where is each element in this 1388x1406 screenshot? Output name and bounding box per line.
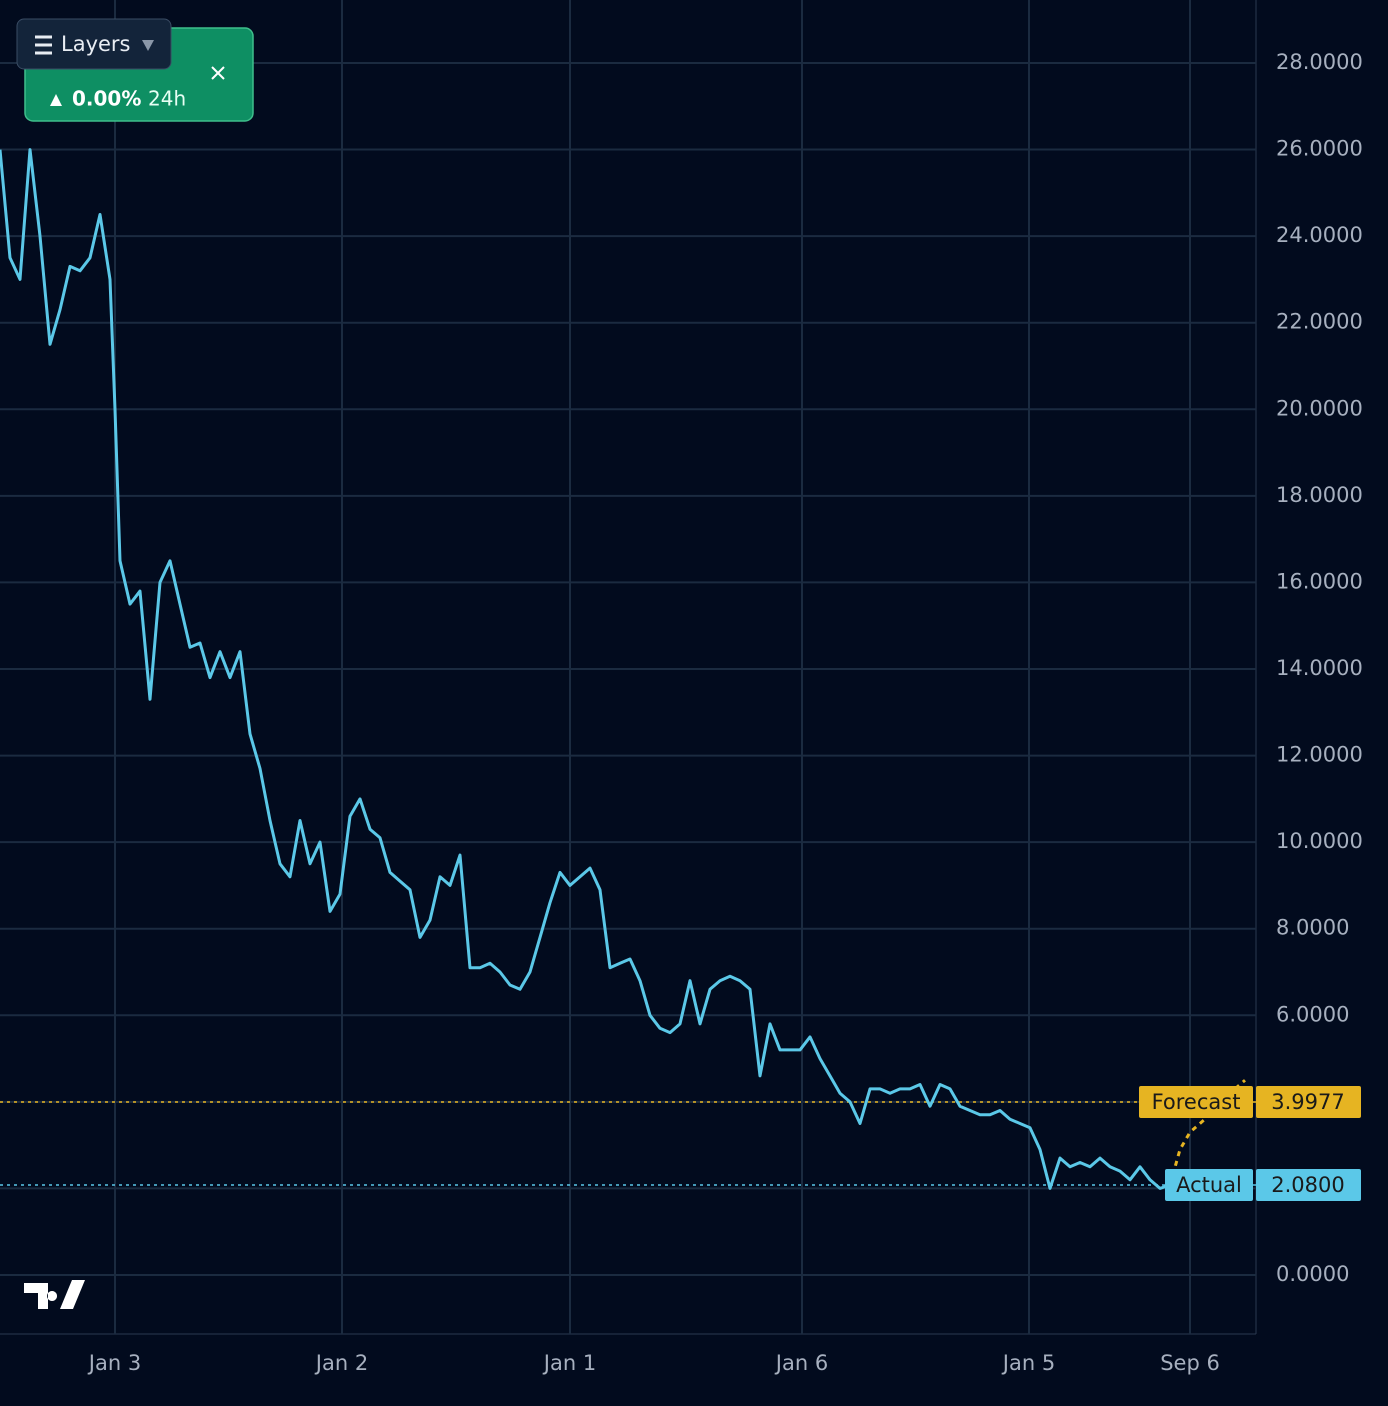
badge-period: 24h bbox=[148, 87, 186, 111]
badge-arrow bbox=[50, 94, 62, 106]
x-tick-label: Jan 3 bbox=[87, 1351, 141, 1375]
x-tick-label: Jan 5 bbox=[1001, 1351, 1055, 1375]
logo bbox=[24, 1280, 85, 1309]
y-tick-label: 22.0000 bbox=[1276, 310, 1363, 334]
price-name: Forecast bbox=[1152, 1090, 1241, 1114]
layers-box bbox=[16, 18, 172, 70]
layers-label: Layers bbox=[61, 32, 131, 56]
y-tick-label: 0.0000 bbox=[1276, 1262, 1349, 1286]
price-name-box bbox=[1139, 1085, 1253, 1118]
y-tick-label: 24.0000 bbox=[1276, 223, 1363, 247]
y-tick-label: 10.0000 bbox=[1276, 829, 1363, 853]
y-tick-label: 14.0000 bbox=[1276, 656, 1363, 680]
y-tick-label: 8.0000 bbox=[1276, 916, 1349, 940]
price-name: Actual bbox=[1176, 1173, 1242, 1197]
series-line bbox=[0, 148, 1171, 1190]
price-name-box bbox=[1165, 1168, 1253, 1201]
close-button[interactable] bbox=[211, 66, 225, 80]
close-icon bbox=[211, 66, 225, 80]
price-value: 2.0800 bbox=[1271, 1173, 1344, 1197]
y-tick-label: 28.0000 bbox=[1276, 50, 1363, 74]
dropdown-icon bbox=[142, 40, 154, 51]
x-tick-label: Jan 2 bbox=[314, 1351, 368, 1375]
price-value: 3.9977 bbox=[1271, 1090, 1344, 1114]
menu-icon bbox=[35, 35, 52, 55]
y-tick-label: 18.0000 bbox=[1276, 483, 1363, 507]
x-tick-label: Sep 6 bbox=[1160, 1351, 1220, 1375]
price-value-box bbox=[1256, 1085, 1361, 1118]
layers-button[interactable]: Layers bbox=[16, 18, 172, 70]
x-tick-label: Jan 1 bbox=[542, 1351, 596, 1375]
y-tick-label: 16.0000 bbox=[1276, 569, 1363, 593]
badge-change: 0.00% bbox=[72, 87, 141, 111]
price-value-box bbox=[1256, 1168, 1361, 1201]
y-tick-label: 12.0000 bbox=[1276, 743, 1363, 767]
y-tick-label: 26.0000 bbox=[1276, 137, 1363, 161]
y-tick-label: 6.0000 bbox=[1276, 1002, 1349, 1026]
y-tick-label: 20.0000 bbox=[1276, 396, 1363, 420]
x-tick-label: Jan 6 bbox=[774, 1351, 828, 1375]
